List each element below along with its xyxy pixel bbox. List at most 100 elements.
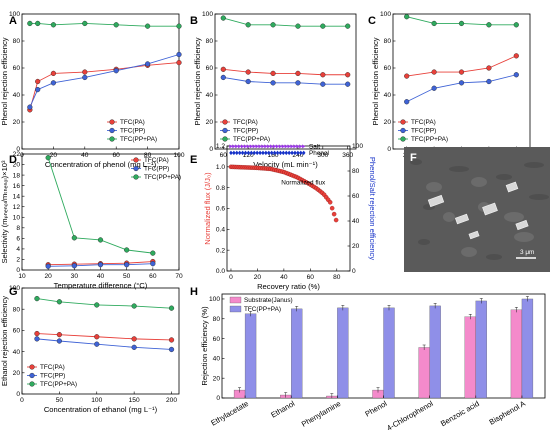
y-tick-label: 0 xyxy=(387,146,391,153)
x-tick-label: 20 xyxy=(44,273,52,280)
series-label-salt: Salt xyxy=(309,143,320,150)
plot-frame xyxy=(21,13,180,150)
data-point xyxy=(35,78,41,85)
legend-marker xyxy=(109,136,115,142)
data-point xyxy=(513,22,519,28)
x-tick-label: 50 xyxy=(56,397,64,404)
legend-marker xyxy=(222,127,228,134)
sem-texture xyxy=(410,159,422,165)
y-tick-label: 40 xyxy=(13,92,21,99)
phenol-point xyxy=(287,150,291,156)
salt-point xyxy=(267,144,271,149)
salt-point xyxy=(290,144,294,149)
y-tick-label: 20 xyxy=(206,119,214,126)
y-tick-label: 1.2 xyxy=(216,143,225,150)
x-tick-label: 0 xyxy=(229,274,233,281)
series-label-phenol: Phenol xyxy=(309,150,329,157)
y-tick-label: 4 xyxy=(16,246,20,253)
y-tick-label: 0.2 xyxy=(216,247,225,254)
x-tick-label: 80 xyxy=(144,152,152,159)
phenol-point xyxy=(252,150,257,156)
category-label: Bisphenol A xyxy=(488,398,528,426)
y-tick-label: 8 xyxy=(16,225,20,232)
x-tick-label: 150 xyxy=(129,397,140,404)
phenol-point xyxy=(299,150,303,156)
y-tick-label: 0 xyxy=(16,146,20,153)
y2-tick-label: 20 xyxy=(352,243,360,250)
y-tick-label: 0 xyxy=(16,267,20,274)
y-tick-label: 14 xyxy=(13,193,21,200)
data-point xyxy=(320,81,326,87)
data-point xyxy=(34,330,40,337)
y-tick-label: 40 xyxy=(206,92,214,99)
x-tick-label: 40 xyxy=(280,274,288,281)
phenol-point xyxy=(301,150,306,156)
data-point xyxy=(404,14,410,20)
data-point xyxy=(94,334,100,340)
data-point xyxy=(270,80,276,86)
salt-point xyxy=(232,144,236,149)
y-tick-label: 80 xyxy=(206,38,214,45)
data-point xyxy=(245,78,251,85)
data-point xyxy=(94,302,100,308)
legend-label: Substrate(Janus) xyxy=(244,297,293,304)
panel-f: F 3 μm xyxy=(404,147,550,272)
salt-point xyxy=(284,144,289,149)
phenol-point xyxy=(243,150,248,156)
y-tick-label: 0 xyxy=(209,146,213,153)
data-point xyxy=(245,69,251,75)
y-axis-label: Normalized flux (J/J₀) xyxy=(203,172,212,245)
y2-tick-label: 40 xyxy=(352,218,360,225)
x-tick-label: 60 xyxy=(307,274,315,281)
legend-label: TFC(PP) xyxy=(233,128,258,135)
sem-crystal xyxy=(468,230,480,240)
phenol-point xyxy=(255,150,259,156)
salt-point xyxy=(302,144,306,149)
phenol-point xyxy=(269,150,274,156)
phenol-point xyxy=(272,150,277,156)
phenol-point xyxy=(293,150,297,156)
y-tick-label: 100 xyxy=(380,11,391,18)
legend-label: TFC(PP+PA) xyxy=(40,381,77,388)
data-point xyxy=(97,262,104,268)
sem-texture xyxy=(486,254,502,260)
legend-label: TFC(PA) xyxy=(233,119,258,126)
salt-point xyxy=(270,144,274,149)
sem-texture xyxy=(471,177,487,187)
legend-swatch xyxy=(229,305,242,313)
bar xyxy=(475,300,487,399)
data-point xyxy=(113,22,119,28)
phenol-point xyxy=(237,150,242,156)
data-point xyxy=(34,336,40,342)
y-tick-label: 100 xyxy=(202,11,213,18)
x-tick-label: 20 xyxy=(254,274,262,281)
x-tick-label: 40 xyxy=(81,152,89,159)
x-axis-label: Temperature difference (°C) xyxy=(54,281,148,290)
panel-letter: A xyxy=(9,15,17,27)
y2-tick-label: 80 xyxy=(352,168,360,175)
category-label: Ethylacetate xyxy=(209,399,250,428)
data-point xyxy=(150,261,156,267)
phenol-point xyxy=(296,150,300,156)
data-point xyxy=(220,74,226,81)
panel-letter: H xyxy=(190,286,198,298)
series-label-flux: Normalized flux xyxy=(281,180,326,187)
data-point xyxy=(97,237,104,243)
data-point xyxy=(113,68,119,74)
legend-marker xyxy=(400,127,406,134)
data-point xyxy=(131,303,137,309)
sem-texture xyxy=(504,212,524,222)
y-tick-label: 20 xyxy=(13,162,21,169)
y-tick-label: 20 xyxy=(384,119,392,126)
y-tick-label: 6 xyxy=(16,236,20,243)
y2-axis-label: Phenol/Salt rejection efficiency xyxy=(368,157,377,260)
category-label: Phenol xyxy=(364,399,389,419)
data-point xyxy=(345,81,351,87)
scale-bar-label: 3 μm xyxy=(520,249,534,256)
data-point xyxy=(458,69,465,75)
flux-point xyxy=(327,199,333,205)
data-point xyxy=(131,344,137,350)
x-tick-label: 50 xyxy=(123,273,131,280)
y-tick-label: 60 xyxy=(213,336,221,343)
x-tick-label: 70 xyxy=(175,273,183,280)
